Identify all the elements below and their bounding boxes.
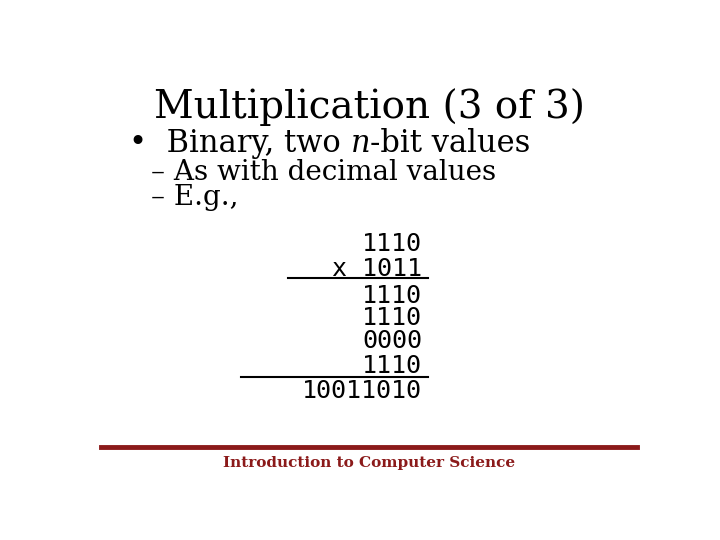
Text: – E.g.,: – E.g., [151,184,239,211]
Text: 1110: 1110 [362,306,422,330]
Text: 1110: 1110 [362,284,422,308]
Text: Introduction to Computer Science: Introduction to Computer Science [223,456,515,470]
Text: -bit values: -bit values [370,129,531,159]
Text: n: n [351,129,370,159]
Text: 10011010: 10011010 [302,379,422,403]
Text: 0000: 0000 [362,329,422,353]
Text: •  Binary, two: • Binary, two [129,129,351,159]
Text: – As with decimal values: – As with decimal values [151,159,497,186]
Text: 1110: 1110 [362,354,422,378]
Text: x 1011: x 1011 [332,256,422,281]
Text: Multiplication (3 of 3): Multiplication (3 of 3) [153,87,585,126]
Text: 1110: 1110 [362,232,422,255]
